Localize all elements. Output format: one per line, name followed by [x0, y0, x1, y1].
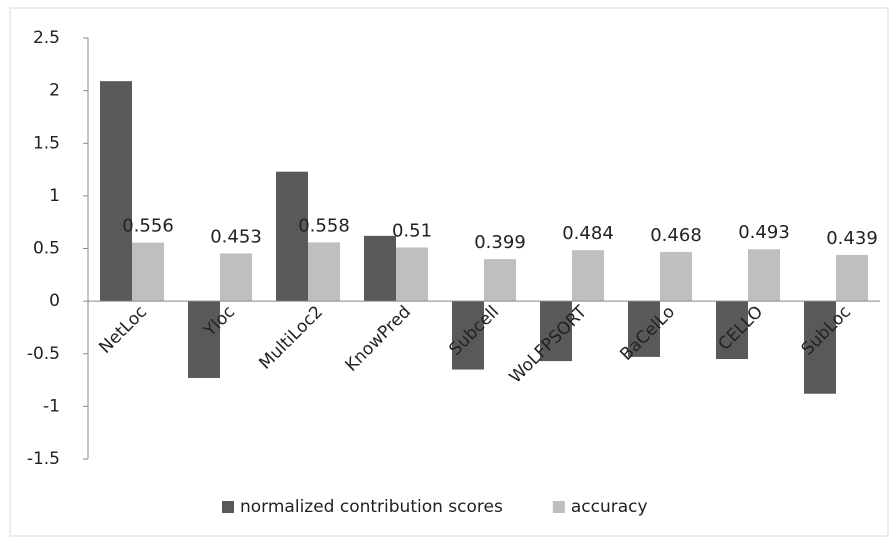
legend-label: accuracy: [571, 497, 648, 517]
bar: [804, 301, 836, 394]
data-label: 0.468: [650, 225, 702, 246]
x-tick-label: KnowPred: [341, 302, 415, 376]
data-label: 0.439: [826, 228, 878, 249]
bar: [188, 301, 220, 378]
y-tick-label: -1.5: [27, 449, 60, 469]
bar: [396, 247, 428, 302]
y-tick-label: -0.5: [27, 344, 60, 364]
y-tick-label: 2: [49, 81, 60, 101]
y-tick-label: 0: [49, 291, 60, 311]
bar: [308, 242, 340, 302]
y-tick-label: 1: [49, 186, 60, 206]
bar: [100, 81, 132, 302]
bar: [484, 259, 516, 302]
data-label: 0.453: [210, 226, 262, 247]
bar: [660, 251, 692, 302]
bar: [220, 253, 252, 302]
y-tick-label: -1: [43, 396, 60, 416]
data-label: 0.556: [122, 216, 174, 237]
y-tick-label: 2.5: [33, 28, 60, 48]
chart-border: [9, 7, 889, 537]
x-tick-label: NetLoc: [95, 302, 151, 358]
data-label: 0.558: [298, 215, 350, 236]
bar: [836, 254, 868, 302]
bar: [452, 301, 484, 370]
bar: [364, 235, 396, 302]
bar: [276, 171, 308, 302]
legend-swatch: [552, 501, 565, 513]
data-label: 0.493: [738, 222, 790, 243]
y-tick-label: 1.5: [33, 133, 60, 153]
data-label: 0.51: [392, 220, 432, 241]
bar: [748, 249, 780, 302]
bar: [716, 301, 748, 360]
x-tick-label: MultiLoc2: [255, 302, 327, 374]
y-tick-label: 0.5: [33, 239, 60, 259]
bar: [132, 242, 164, 302]
bar: [540, 301, 572, 362]
data-label: 0.399: [474, 232, 526, 253]
legend-label: normalized contribution scores: [240, 497, 503, 517]
data-label: 0.484: [562, 223, 614, 244]
legend-swatch: [222, 501, 234, 513]
bar: [572, 250, 604, 302]
bar: [628, 301, 660, 357]
